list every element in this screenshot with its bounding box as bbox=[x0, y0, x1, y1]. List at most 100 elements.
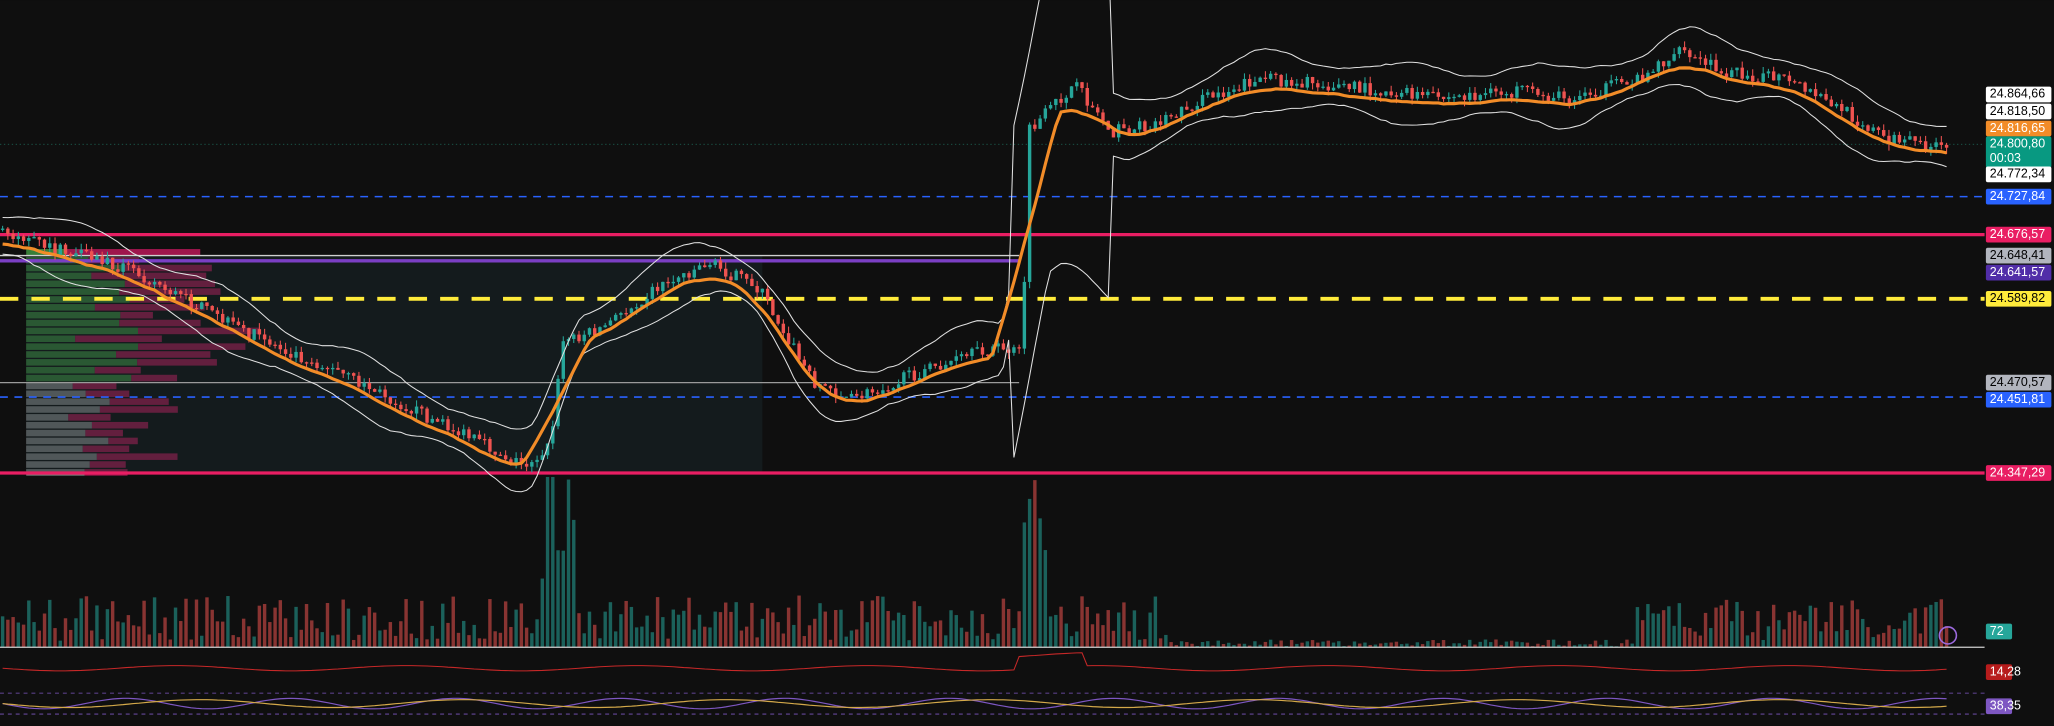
volume-bar bbox=[755, 637, 759, 648]
profile-down bbox=[129, 296, 185, 303]
volume-bar bbox=[1656, 613, 1661, 648]
volume-bar bbox=[236, 637, 241, 648]
volume-bar bbox=[1300, 642, 1304, 648]
volume-bar bbox=[1027, 498, 1032, 648]
volume-bar bbox=[168, 639, 172, 648]
volume-bar bbox=[1604, 639, 1608, 648]
volume-bar bbox=[1798, 614, 1802, 648]
candle-body bbox=[1583, 92, 1587, 96]
candle-body bbox=[1242, 78, 1247, 91]
volume-bar bbox=[488, 599, 492, 648]
volume-bar bbox=[1289, 640, 1294, 648]
candle-body bbox=[1195, 105, 1199, 110]
candle-body bbox=[1310, 76, 1315, 84]
volume-bar bbox=[262, 603, 267, 648]
candle-body bbox=[1289, 79, 1294, 86]
candle-body bbox=[388, 397, 393, 404]
candle-body bbox=[1845, 107, 1849, 112]
volume-bar bbox=[414, 638, 419, 648]
candle-body bbox=[498, 454, 503, 456]
volume-bar bbox=[1274, 644, 1278, 648]
candle-body bbox=[1096, 107, 1100, 113]
candle-body bbox=[1378, 93, 1383, 96]
candle-body bbox=[205, 302, 209, 306]
volume-bar bbox=[1279, 640, 1283, 648]
candle-body bbox=[865, 389, 869, 399]
candle-body bbox=[1693, 57, 1697, 59]
candle-body bbox=[74, 253, 78, 257]
candle-body bbox=[121, 263, 125, 272]
volume-bar bbox=[1709, 628, 1713, 648]
candle-body bbox=[572, 334, 576, 339]
candle-body bbox=[933, 363, 938, 366]
volume-bar bbox=[881, 596, 885, 648]
volume-bar bbox=[886, 611, 890, 648]
candle-body bbox=[27, 237, 31, 241]
volume-bar bbox=[1116, 612, 1121, 648]
price-tag bbox=[1985, 226, 2052, 243]
volume-bar bbox=[289, 637, 293, 648]
volume-bar bbox=[1855, 609, 1860, 648]
profile-up bbox=[26, 453, 97, 460]
profile-up bbox=[26, 398, 110, 405]
volume-bar bbox=[1562, 645, 1566, 648]
volume-bar bbox=[1436, 643, 1441, 648]
volume-bar bbox=[89, 630, 94, 648]
volume-bar bbox=[1352, 641, 1357, 648]
volume-bar bbox=[566, 479, 571, 648]
volume-bar bbox=[257, 605, 262, 648]
volume-bar bbox=[1148, 612, 1152, 648]
candle-body bbox=[781, 323, 786, 334]
volume-bar bbox=[818, 603, 822, 648]
price-tag bbox=[1985, 290, 2052, 307]
volume-bar bbox=[965, 631, 969, 648]
volume-bar bbox=[980, 614, 985, 648]
candle-body bbox=[158, 281, 162, 285]
volume-bar bbox=[152, 597, 157, 648]
volume-bar bbox=[1918, 633, 1923, 648]
candle-body bbox=[1866, 125, 1870, 131]
candle-body bbox=[404, 409, 408, 412]
volume-bar bbox=[1819, 631, 1823, 648]
bollinger-upper bbox=[2, 0, 1947, 430]
candle-body bbox=[593, 328, 597, 336]
volume-bar bbox=[372, 612, 377, 648]
price-label: 14,28 bbox=[1990, 664, 2021, 678]
profile-up bbox=[26, 382, 73, 390]
volume-bar bbox=[1006, 609, 1011, 648]
candle-body bbox=[372, 389, 377, 392]
volume-bar bbox=[1211, 645, 1215, 648]
profile-down bbox=[68, 414, 111, 421]
candle-body bbox=[1473, 92, 1477, 100]
candle-body bbox=[1405, 87, 1409, 93]
candle-body bbox=[1169, 115, 1173, 117]
volume-bar bbox=[21, 624, 26, 648]
candle-body bbox=[1525, 85, 1530, 88]
volume-bar bbox=[1515, 641, 1519, 648]
volume-bar bbox=[703, 626, 707, 648]
candle-body bbox=[310, 362, 314, 364]
candle-body bbox=[530, 462, 534, 467]
candle-body bbox=[1179, 106, 1184, 118]
candle-body bbox=[1027, 124, 1032, 282]
profile-down bbox=[65, 249, 201, 256]
candle-body bbox=[430, 418, 434, 423]
volume-bar bbox=[1268, 639, 1273, 648]
volume-bar bbox=[325, 603, 330, 648]
volume-bar bbox=[524, 627, 529, 648]
volume-bar bbox=[1164, 634, 1168, 648]
price-label: 24.347,29 bbox=[1990, 465, 2045, 479]
candle-body bbox=[1022, 281, 1027, 349]
volume-bar bbox=[0, 616, 5, 648]
volume-bar bbox=[1048, 616, 1053, 648]
candle-body bbox=[1274, 73, 1278, 76]
candle-body bbox=[6, 228, 10, 234]
candle-body bbox=[1520, 85, 1524, 88]
candle-body bbox=[881, 390, 885, 394]
candle-body bbox=[1934, 142, 1938, 147]
volume-bar bbox=[1017, 611, 1021, 648]
volume-bar bbox=[241, 618, 246, 648]
candle-body bbox=[509, 459, 513, 463]
candle-body bbox=[1300, 83, 1304, 88]
volume-bar bbox=[1143, 639, 1147, 648]
